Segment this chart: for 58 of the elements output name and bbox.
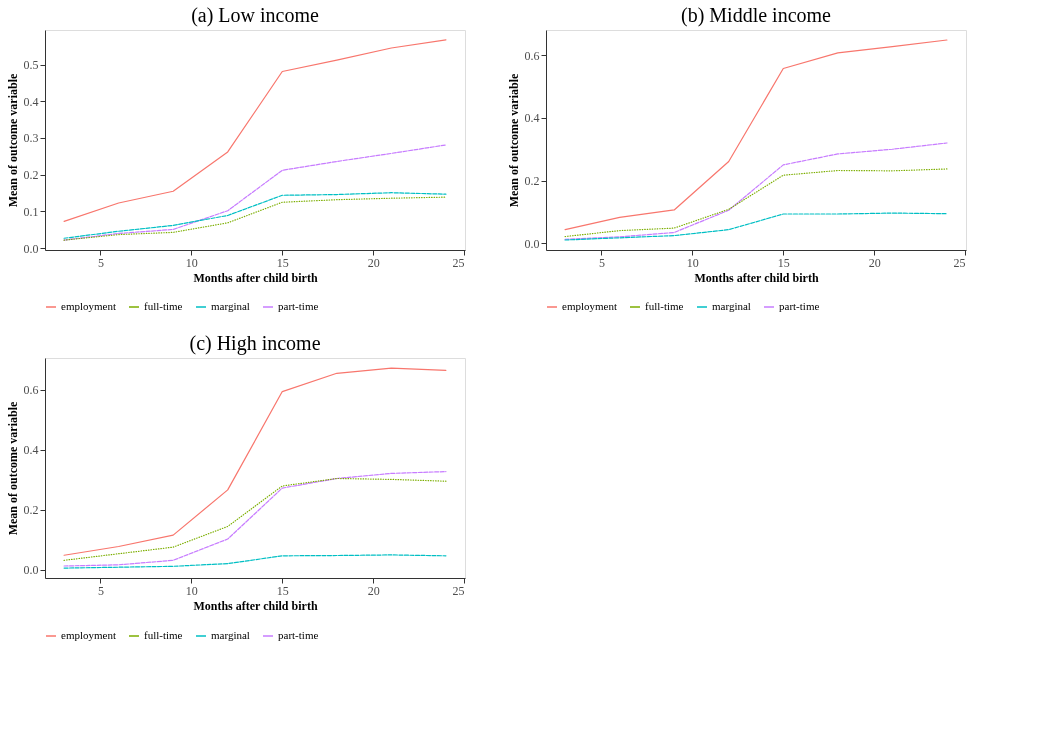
legend-label: marginal xyxy=(211,629,250,641)
y-tick-label: 0.4 xyxy=(23,443,39,458)
y-tick-label: 0.0 xyxy=(23,563,39,578)
y-tick-label: 0.6 xyxy=(23,383,39,398)
line-series xyxy=(63,367,447,556)
y-tick-label: 0.3 xyxy=(23,131,39,146)
y-tick-label: 0.2 xyxy=(23,168,39,183)
y-axis-title: Mean of outcome variable xyxy=(5,401,20,536)
y-tick-label: 0.0 xyxy=(524,236,540,251)
legend-label: marginal xyxy=(211,300,250,312)
x-tick-label: 10 xyxy=(185,583,198,598)
line-series xyxy=(63,144,447,241)
legend-label: employment xyxy=(61,300,116,312)
legend-label: part-time xyxy=(278,629,319,641)
chart-title: (a) Low income xyxy=(191,4,319,27)
legend-label: full-time xyxy=(144,629,183,641)
y-tick-label: 0.4 xyxy=(23,94,39,109)
x-tick-label: 15 xyxy=(276,583,289,598)
line-series xyxy=(63,554,447,569)
y-axis-title: Mean of outcome variable xyxy=(5,73,20,208)
y-tick-label: 0.5 xyxy=(23,58,39,73)
x-tick-label: 25 xyxy=(452,255,465,270)
x-axis-title: Months after child birth xyxy=(193,598,318,613)
x-tick-label: 25 xyxy=(953,255,966,270)
legend-label: full-time xyxy=(144,300,183,312)
line-series xyxy=(564,168,948,238)
x-axis-title: Months after child birth xyxy=(193,270,318,285)
legend-label: employment xyxy=(61,629,116,641)
x-tick-label: 5 xyxy=(598,255,605,270)
x-tick-label: 10 xyxy=(185,255,198,270)
x-tick-label: 25 xyxy=(452,583,465,598)
x-tick-label: 20 xyxy=(367,255,380,270)
legend-label: marginal xyxy=(712,300,751,312)
x-tick-label: 10 xyxy=(686,255,699,270)
y-tick-label: 0.4 xyxy=(524,111,540,126)
legend-label: part-time xyxy=(278,300,319,312)
x-axis-title: Months after child birth xyxy=(694,270,819,285)
y-tick-label: 0.6 xyxy=(524,48,540,63)
y-tick-label: 0.0 xyxy=(23,241,39,256)
x-tick-label: 5 xyxy=(97,255,104,270)
line-series xyxy=(564,39,948,231)
line-series xyxy=(564,212,948,241)
line-series xyxy=(564,142,948,240)
legend-label: employment xyxy=(562,300,617,312)
chart-title: (c) High income xyxy=(189,332,321,355)
legend-label: full-time xyxy=(645,300,684,312)
x-tick-label: 15 xyxy=(777,255,790,270)
x-tick-label: 20 xyxy=(868,255,881,270)
x-tick-label: 15 xyxy=(276,255,289,270)
x-tick-label: 20 xyxy=(367,583,380,598)
y-tick-label: 0.2 xyxy=(23,503,39,518)
line-series xyxy=(63,39,447,222)
y-tick-label: 0.2 xyxy=(524,174,540,189)
chart-title: (b) Middle income xyxy=(681,4,832,27)
x-tick-label: 5 xyxy=(97,583,104,598)
legend-label: part-time xyxy=(779,300,820,312)
y-axis-title: Mean of outcome variable xyxy=(506,73,521,208)
y-tick-label: 0.1 xyxy=(23,204,39,219)
